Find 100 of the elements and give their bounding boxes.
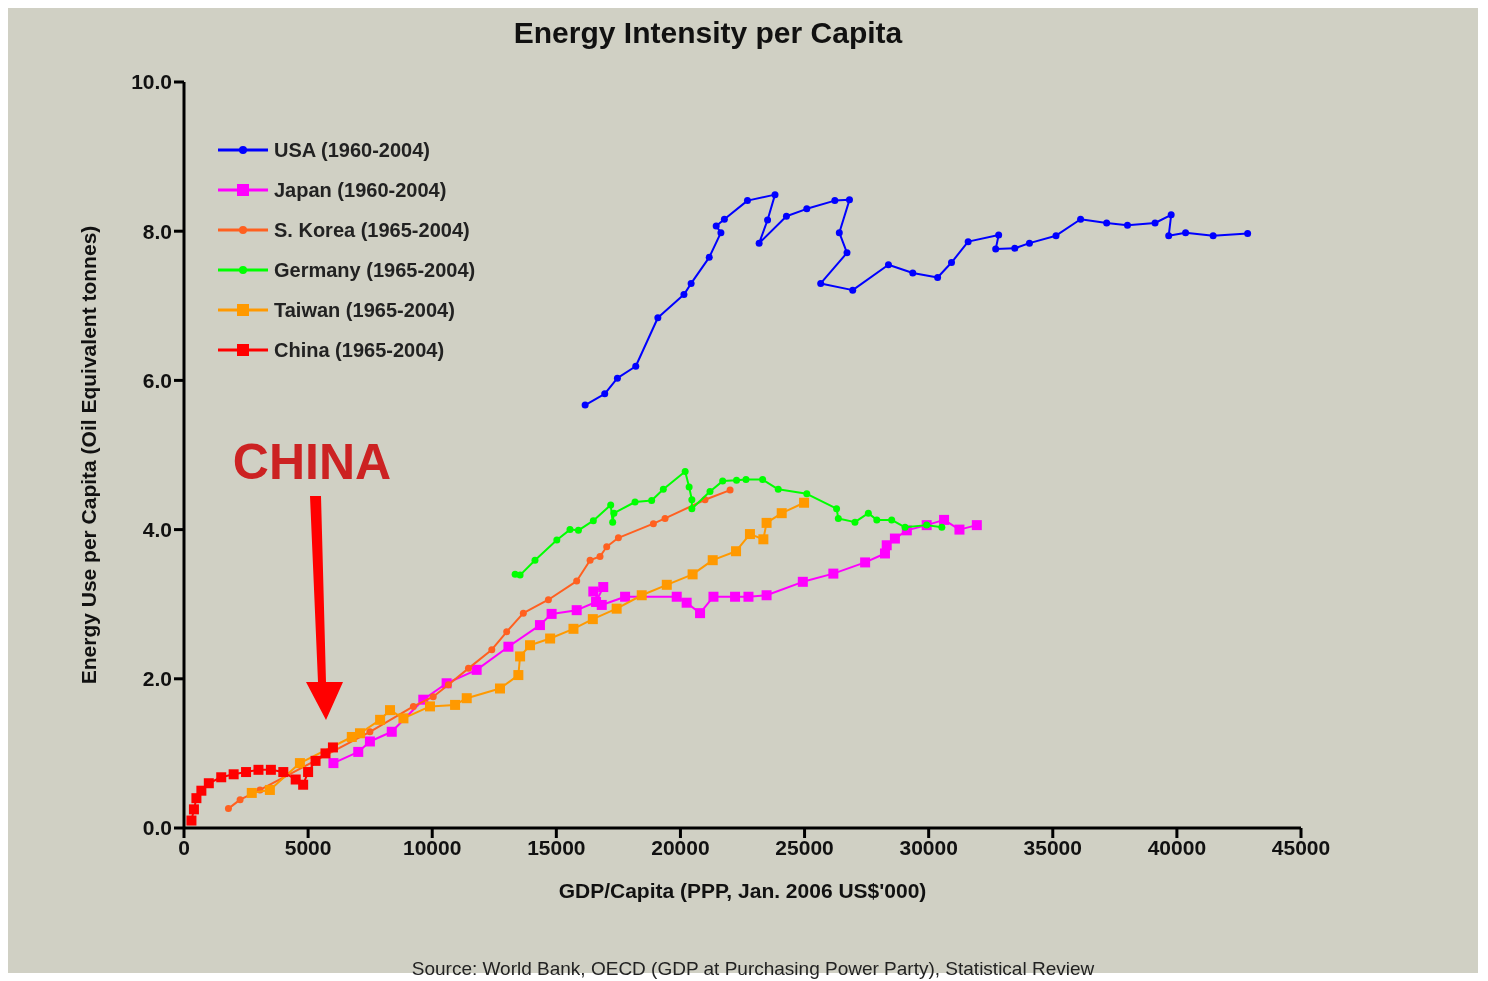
point — [659, 485, 667, 493]
y-tick-label: 8.0 — [142, 219, 172, 243]
point — [782, 212, 790, 220]
point — [553, 536, 561, 544]
point — [849, 286, 857, 294]
point — [774, 485, 782, 493]
point — [705, 253, 713, 261]
point — [546, 608, 557, 619]
x-tick-label: 5000 — [284, 835, 332, 859]
point — [596, 552, 604, 560]
point — [1011, 244, 1019, 252]
point — [776, 508, 787, 519]
point — [948, 259, 955, 267]
point — [843, 249, 851, 257]
x-tick-label: 20000 — [651, 835, 710, 859]
point — [835, 229, 843, 237]
point — [186, 815, 197, 826]
point — [681, 467, 689, 475]
point — [688, 505, 696, 513]
point — [708, 591, 719, 602]
y-tick-label: 6.0 — [142, 368, 172, 392]
point — [1209, 232, 1217, 240]
chart-title: Energy Intensity per Capita — [512, 16, 904, 50]
x-tick-label: 10000 — [403, 835, 462, 859]
point — [278, 767, 289, 778]
x-axis-title: GDP/Capita (PPP, Jan. 2006 US$'000) — [558, 879, 927, 902]
point — [241, 767, 252, 778]
point — [488, 646, 496, 654]
point — [409, 702, 417, 710]
point — [1151, 219, 1159, 227]
point — [216, 772, 227, 783]
y-tick-label: 10.0 — [131, 70, 172, 94]
point — [1052, 232, 1060, 240]
point — [573, 577, 581, 585]
source-note: Source: World Bank, OECD (GDP at Purchasing Power Party), Statistical Review — [410, 958, 1096, 980]
y-axis-title: Energy Use per Capita (Oil Equivalent tonnes) — [77, 225, 101, 685]
point — [901, 523, 909, 531]
legend-label: Taiwan (1965-2004) — [274, 298, 455, 322]
point — [939, 514, 950, 525]
point — [995, 231, 1003, 239]
point — [298, 779, 309, 790]
point — [799, 497, 810, 508]
y-tick-label: 2.0 — [142, 667, 172, 691]
point — [864, 509, 872, 517]
point — [581, 401, 589, 409]
point — [707, 555, 718, 566]
point — [364, 736, 375, 747]
point — [603, 543, 611, 551]
y-tick-label: 0.0 — [142, 816, 172, 840]
point — [398, 713, 409, 724]
point — [759, 476, 767, 484]
point — [888, 516, 896, 524]
point — [516, 571, 524, 579]
point — [636, 590, 647, 601]
point — [375, 714, 386, 725]
point — [964, 238, 972, 246]
x-tick-label: 35000 — [1023, 835, 1082, 859]
point — [589, 517, 597, 525]
point — [661, 514, 669, 522]
point — [731, 546, 742, 557]
legend-label: USA (1960-2004) — [274, 138, 431, 162]
point — [303, 767, 314, 778]
point — [661, 579, 672, 590]
legend-label: Japan (1960-2004) — [274, 178, 447, 202]
point — [246, 787, 257, 798]
point — [1077, 215, 1085, 223]
point — [845, 196, 853, 204]
point — [534, 620, 545, 631]
point — [503, 641, 514, 652]
point — [681, 597, 692, 608]
point — [519, 609, 527, 617]
point — [513, 670, 524, 681]
point — [620, 591, 631, 602]
point — [566, 526, 574, 534]
point — [265, 764, 276, 775]
point — [471, 664, 482, 675]
annotation: CHINA — [231, 433, 393, 491]
point — [771, 191, 779, 199]
point — [761, 590, 772, 601]
point — [598, 582, 609, 593]
point — [424, 701, 435, 712]
x-tick-label: 40000 — [1147, 835, 1207, 859]
x-tick-label: 0 — [178, 835, 190, 859]
point — [1244, 229, 1252, 237]
point — [803, 205, 811, 213]
point — [1182, 229, 1190, 237]
point — [851, 518, 859, 526]
point — [310, 755, 321, 766]
x-tick-label: 45000 — [1271, 835, 1331, 859]
point — [429, 693, 437, 701]
point — [525, 640, 536, 651]
point — [203, 778, 214, 789]
point — [719, 477, 727, 485]
point — [354, 728, 365, 739]
point — [494, 683, 505, 694]
point — [571, 605, 582, 616]
point — [954, 524, 965, 535]
point — [649, 520, 657, 528]
point — [695, 608, 706, 619]
point — [1025, 239, 1033, 247]
